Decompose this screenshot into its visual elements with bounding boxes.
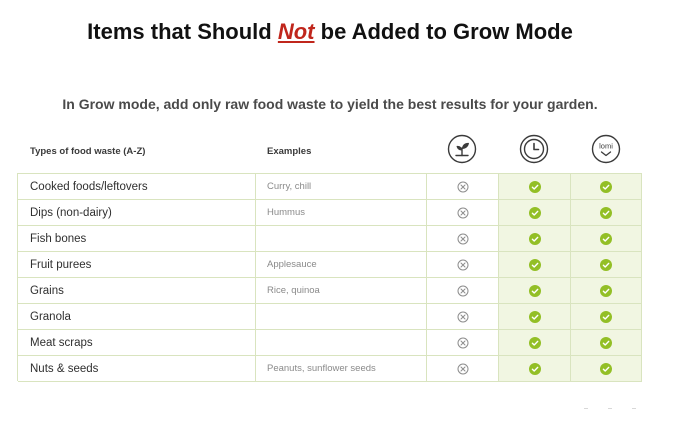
food-type-cell: Meat scraps <box>18 330 256 356</box>
example-cell <box>256 304 427 330</box>
example-cell <box>256 330 427 356</box>
not-allowed-cell <box>427 304 499 330</box>
column-header-examples: Examples <box>267 146 312 157</box>
check-circle-icon <box>600 206 612 219</box>
table-row: Fruit purees Applesauce <box>18 252 642 278</box>
table-row: Dips (non-dairy) Hummus <box>18 200 642 226</box>
check-circle-icon <box>600 362 612 375</box>
allowed-cell <box>499 252 571 278</box>
example-cell <box>256 226 427 252</box>
food-type-cell: Fruit purees <box>18 252 256 278</box>
allowed-cell <box>499 278 571 304</box>
check-circle-icon <box>528 284 541 297</box>
allowed-cell <box>499 200 571 226</box>
check-circle-icon <box>528 336 541 349</box>
example-cell: Rice, quinoa <box>256 278 427 304</box>
food-waste-table: Cooked foods/leftovers Curry, chill Dips (… <box>17 173 642 382</box>
allowed-cell <box>571 226 642 252</box>
not-allowed-cell <box>427 174 499 200</box>
x-circle-icon <box>457 311 469 323</box>
example-cell: Curry, chill <box>256 174 427 200</box>
table-row: Fish bones <box>18 226 642 252</box>
example-cell: Peanuts, sunflower seeds <box>256 356 427 382</box>
check-circle-icon <box>528 180 541 193</box>
table-row: Nuts & seeds Peanuts, sunflower seeds <box>18 356 642 382</box>
check-circle-icon <box>528 310 541 323</box>
allowed-cell <box>571 278 642 304</box>
allowed-cell <box>499 330 571 356</box>
example-cell: Hummus <box>256 200 427 226</box>
not-allowed-cell <box>427 356 499 382</box>
check-circle-icon <box>528 232 541 245</box>
clock-icon <box>519 134 549 164</box>
food-type-cell: Nuts & seeds <box>18 356 256 382</box>
page-title: Items that Should Not be Added to Grow M… <box>0 19 660 45</box>
title-part-2: be Added to Grow Mode <box>314 19 573 44</box>
allowed-cell <box>499 356 571 382</box>
table-row: Meat scraps <box>18 330 642 356</box>
title-emphasis-not: Not <box>277 19 315 44</box>
food-type-cell: Dips (non-dairy) <box>18 200 256 226</box>
allowed-cell <box>571 174 642 200</box>
check-circle-icon <box>528 258 541 271</box>
not-allowed-cell <box>427 200 499 226</box>
food-type-cell: Grains <box>18 278 256 304</box>
check-circle-icon <box>528 362 541 375</box>
not-allowed-cell <box>427 330 499 356</box>
check-circle-icon <box>600 258 612 271</box>
column-header-types: Types of food waste (A-Z) <box>30 146 146 157</box>
plant-icon <box>447 134 477 164</box>
allowed-cell <box>571 330 642 356</box>
allowed-cell <box>499 174 571 200</box>
x-circle-icon <box>457 285 469 297</box>
example-cell: Applesauce <box>256 252 427 278</box>
x-circle-icon <box>457 207 469 219</box>
table-row: Granola <box>18 304 642 330</box>
allowed-cell <box>571 200 642 226</box>
food-type-cell: Cooked foods/leftovers <box>18 174 256 200</box>
lomi-logo-icon: lomi <box>591 134 621 164</box>
x-circle-icon <box>457 181 469 193</box>
check-circle-icon <box>600 336 612 349</box>
allowed-cell <box>571 304 642 330</box>
food-type-cell: Granola <box>18 304 256 330</box>
x-circle-icon <box>457 233 469 245</box>
allowed-cell <box>499 226 571 252</box>
not-allowed-cell <box>427 252 499 278</box>
not-allowed-cell <box>427 226 499 252</box>
allowed-cell <box>571 356 642 382</box>
food-type-cell: Fish bones <box>18 226 256 252</box>
check-circle-icon <box>600 180 612 193</box>
table-row: Grains Rice, quinoa <box>18 278 642 304</box>
check-circle-icon <box>600 310 612 323</box>
check-circle-icon <box>528 206 541 219</box>
title-part-1: Items that Should <box>87 19 278 44</box>
allowed-cell <box>571 252 642 278</box>
x-circle-icon <box>457 259 469 271</box>
not-allowed-cell <box>427 278 499 304</box>
check-circle-icon <box>600 232 612 245</box>
subtitle: In Grow mode, add only raw food waste to… <box>62 96 598 112</box>
x-circle-icon <box>457 337 469 349</box>
x-circle-icon <box>457 363 469 375</box>
allowed-cell <box>499 304 571 330</box>
lomi-logo-text: lomi <box>599 142 613 151</box>
table-row: Cooked foods/leftovers Curry, chill <box>18 174 642 200</box>
divider <box>584 408 636 410</box>
check-circle-icon <box>600 284 612 297</box>
